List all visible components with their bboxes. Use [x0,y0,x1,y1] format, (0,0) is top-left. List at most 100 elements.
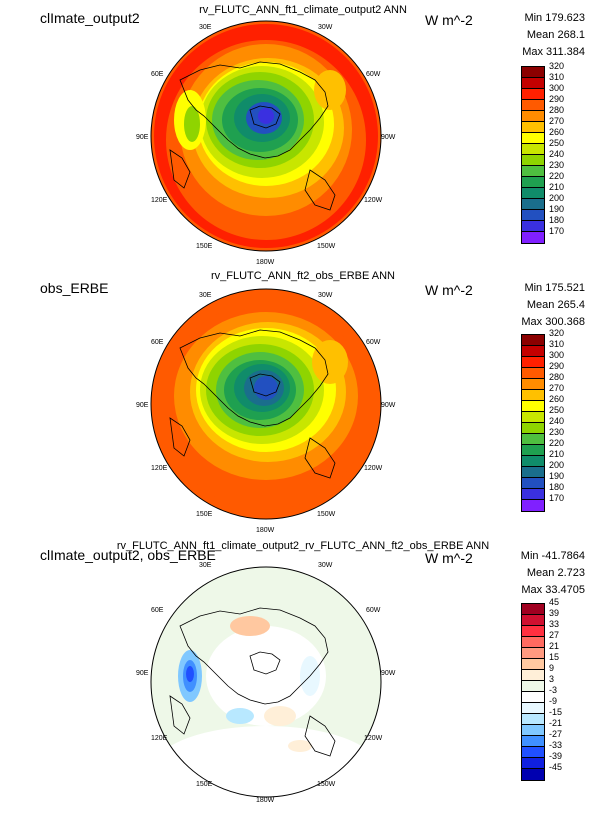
lon-label: 120E [151,465,168,472]
lon-label: 30W [318,562,333,569]
legend-swatch [522,714,544,725]
lon-label: 30E [199,292,212,299]
legend-tick-label: 280 [549,372,565,382]
legend-tick-label: -15 [549,707,563,717]
legend-tick-label: -27 [549,729,563,739]
lon-label: 120E [151,735,168,742]
polar-map [150,566,382,798]
lon-label: 150W [317,243,336,250]
lon-label: 90W [381,670,396,677]
lon-label: 150W [317,511,336,518]
legend-tick-label: 3 [549,674,555,684]
legend-swatch [522,221,544,232]
legend-swatch [522,166,544,177]
color-legend [521,603,545,781]
lon-label: 120W [364,465,383,472]
legend-tick-label: 260 [549,394,565,404]
legend-tick-label: 250 [549,138,565,148]
legend-swatch [522,357,544,368]
legend-tick-label: -45 [549,762,563,772]
legend-swatch [522,626,544,637]
legend-swatch [522,467,544,478]
legend-swatch [522,199,544,210]
legend-swatch [522,100,544,111]
legend-tick-label: 230 [549,427,565,437]
legend-tick-label: 240 [549,149,565,159]
units-label: W m^-2 [425,282,473,298]
legend-swatch [522,401,544,412]
lon-label: 180W [256,797,275,804]
legend-tick-label: 210 [549,182,565,192]
stat-max: Max 311.384 [522,46,585,58]
legend-swatch [522,736,544,747]
stats-block: Min -41.7864 Mean 2.723 Max 33.4705 [495,548,585,599]
lon-label: 120W [364,735,383,742]
legend-swatch [522,133,544,144]
legend-tick-label: 280 [549,105,565,115]
legend-swatch [522,615,544,626]
legend-swatch [522,478,544,489]
legend-swatch [522,390,544,401]
stat-min: Min -41.7864 [520,550,585,562]
legend-swatch [522,769,544,780]
legend-tick-label: 270 [549,383,565,393]
legend-tick-label: 180 [549,215,565,225]
polar-map [150,288,382,520]
legend-tick-label: 250 [549,405,565,415]
legend-tick-label: 200 [549,193,565,203]
legend-swatch [522,500,544,511]
lon-label: 60W [366,71,381,78]
lon-label: 60E [151,339,164,346]
plot-title: rv_FLUTC_ANN_ft2_obs_ERBE ANN [210,270,395,282]
legend-swatch [522,111,544,122]
legend-tick-label: -33 [549,740,563,750]
lon-label: 30W [318,292,333,299]
legend-tick-label: 290 [549,94,565,104]
legend-tick-label: 300 [549,350,565,360]
legend-swatch [522,67,544,78]
plot-title: rv_FLUTC_ANN_ft1_climate_output2 ANN [199,4,407,16]
lon-label: 60W [366,607,381,614]
legend-tick-label: 220 [549,438,565,448]
legend-swatch [522,747,544,758]
legend-tick-label: -3 [549,685,558,695]
legend-tick-label: 240 [549,416,565,426]
legend-tick-label: 210 [549,449,565,459]
legend-swatch [522,423,544,434]
legend-swatch [522,670,544,681]
legend-tick-label: -39 [549,751,563,761]
panel-model: clImate_output2 rv_FLUTC_ANN_ft1_climate… [0,0,606,270]
legend-swatch [522,434,544,445]
legend-tick-label: 220 [549,171,565,181]
legend-swatch [522,188,544,199]
lon-label: 90W [381,402,396,409]
legend-swatch [522,692,544,703]
legend-tick-label: 9 [549,663,555,673]
legend-tick-label: 170 [549,493,565,503]
lon-label: 60E [151,71,164,78]
legend-tick-label: 200 [549,460,565,470]
legend-tick-label: 15 [549,652,560,662]
legend-swatch [522,604,544,615]
case-name: clImate_output2 [40,10,140,26]
case-name: obs_ERBE [40,280,109,296]
stat-mean: Mean 265.4 [526,299,585,311]
lon-label: 30W [318,24,333,31]
stat-mean: Mean 268.1 [526,29,585,41]
legend-tick-label: 170 [549,226,565,236]
legend-swatch [522,725,544,736]
legend-swatch [522,445,544,456]
legend-swatch [522,210,544,221]
stat-min: Min 179.623 [524,12,585,24]
lon-label: 120W [364,197,383,204]
legend-tick-label: 39 [549,608,560,618]
lon-label: 90E [136,402,149,409]
legend-swatch [522,144,544,155]
lon-label: 120E [151,197,168,204]
lon-label: 90W [381,134,396,141]
lon-label: 150E [196,243,213,250]
legend-swatch [522,703,544,714]
legend-tick-label: 320 [549,328,565,338]
lon-label: 150E [196,511,213,518]
legend-tick-label: 33 [549,619,560,629]
